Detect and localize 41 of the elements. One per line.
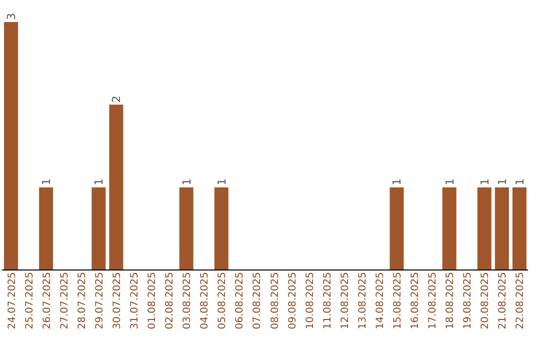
data-label: 1: [513, 178, 526, 186]
x-tick-label: 03.08.2025: [182, 272, 194, 330]
x-tick-label: 05.08.2025: [217, 272, 228, 330]
x-tick-label: 31.07.2025: [130, 272, 140, 330]
x-tick-label: 21.08.2025: [498, 272, 509, 330]
data-label: 1: [180, 178, 194, 186]
data-label: 1: [92, 178, 106, 186]
x-tick-label: 12.08.2025: [340, 272, 351, 330]
x-tick-label: 06.08.2025: [234, 272, 246, 330]
x-tick-label: 09.08.2025: [287, 272, 298, 330]
x-tick-label: 22.08.2025: [515, 272, 526, 330]
data-label: 1: [478, 178, 492, 186]
x-tick-label: 07.08.2025: [252, 272, 264, 330]
x-tick-label: 17.08.2025: [428, 272, 439, 330]
x-tick-label: 16.08.2025: [410, 272, 422, 330]
x-tick-label: 24.07.2025: [6, 272, 18, 330]
data-label: 2: [110, 96, 124, 103]
x-tick-label: 04.08.2025: [200, 272, 211, 330]
x-tick-label: 25.07.2025: [24, 272, 36, 330]
data-label: 1: [390, 178, 404, 186]
x-tick-label: 10.08.2025: [304, 272, 316, 330]
x-tick-label: 20.08.2025: [480, 272, 492, 330]
x-tick-label: 27.07.2025: [59, 272, 70, 330]
data-label: 1: [496, 178, 509, 186]
x-tick-label: 02.08.2025: [164, 272, 176, 330]
x-tick-label: 26.07.2025: [42, 272, 53, 330]
x-tick-label: 01.08.2025: [147, 272, 158, 330]
data-label: 3: [5, 13, 18, 20]
x-tick-label: 18.08.2025: [445, 272, 456, 330]
x-tick-label: 15.08.2025: [392, 272, 404, 330]
x-tick-label: 08.08.2025: [270, 272, 281, 330]
x-tick-label: 11.08.2025: [322, 272, 334, 330]
x-tick-label: 28.07.2025: [76, 272, 88, 330]
data-label: 1: [443, 178, 456, 186]
data-label: 1: [215, 178, 228, 186]
x-tick-label: 30.07.2025: [112, 272, 123, 330]
x-tick-label: 29.07.2025: [94, 272, 106, 330]
x-tick-label: 13.08.2025: [357, 272, 368, 330]
x-tick-label: 14.08.2025: [374, 272, 386, 330]
data-label: 1: [40, 178, 54, 186]
x-tick-label: 19.08.2025: [462, 272, 474, 330]
